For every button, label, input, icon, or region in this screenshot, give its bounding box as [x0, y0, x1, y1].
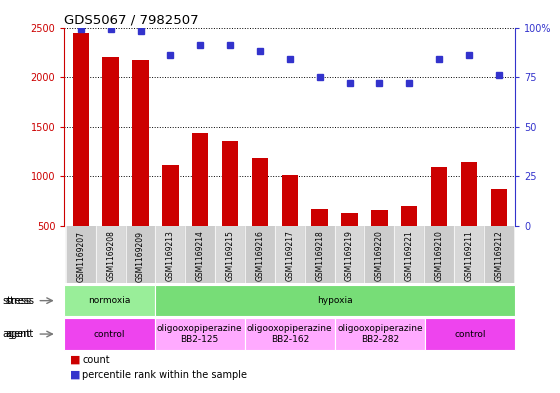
Bar — [334, 226, 365, 283]
Text: ■: ■ — [70, 369, 81, 380]
Text: GSM1169221: GSM1169221 — [405, 231, 414, 281]
Text: GSM1169214: GSM1169214 — [196, 231, 205, 281]
Text: GSM1169220: GSM1169220 — [375, 231, 384, 281]
Bar — [96, 226, 125, 283]
Bar — [192, 133, 208, 275]
Bar — [162, 165, 179, 275]
Bar — [491, 189, 507, 275]
Bar — [185, 226, 215, 283]
Text: GSM1169208: GSM1169208 — [106, 231, 115, 281]
Bar — [484, 226, 514, 283]
Bar — [252, 158, 268, 275]
Text: GSM1169211: GSM1169211 — [464, 231, 473, 281]
Bar — [341, 213, 358, 275]
Text: GSM1169207: GSM1169207 — [76, 231, 85, 281]
Bar — [431, 167, 447, 275]
Bar — [66, 226, 96, 283]
Text: agent: agent — [5, 329, 34, 339]
Bar — [305, 226, 334, 283]
Bar — [461, 162, 477, 275]
Text: GSM1169217: GSM1169217 — [285, 231, 295, 281]
Text: percentile rank within the sample: percentile rank within the sample — [82, 369, 248, 380]
Text: oligooxopiperazine
BB2-125: oligooxopiperazine BB2-125 — [157, 324, 242, 344]
Bar — [365, 226, 394, 283]
Bar — [371, 210, 388, 275]
Text: normoxia: normoxia — [88, 296, 130, 305]
Bar — [222, 141, 239, 275]
Text: stress: stress — [3, 296, 32, 306]
Text: GSM1169212: GSM1169212 — [494, 231, 503, 281]
Text: GSM1169209: GSM1169209 — [136, 231, 145, 281]
Bar — [454, 226, 484, 283]
Bar — [215, 226, 245, 283]
Text: ■: ■ — [70, 354, 81, 365]
Text: oligooxopiperazine
BB2-162: oligooxopiperazine BB2-162 — [247, 324, 333, 344]
Bar — [311, 209, 328, 275]
Text: agent: agent — [3, 329, 31, 339]
Text: GSM1169219: GSM1169219 — [345, 231, 354, 281]
Text: GSM1169213: GSM1169213 — [166, 231, 175, 281]
Text: GSM1169216: GSM1169216 — [255, 231, 264, 281]
Bar — [245, 226, 275, 283]
Text: GSM1169218: GSM1169218 — [315, 231, 324, 281]
Bar — [156, 226, 185, 283]
Text: oligooxopiperazine
BB2-282: oligooxopiperazine BB2-282 — [337, 324, 423, 344]
Bar — [73, 33, 89, 275]
Bar — [125, 226, 156, 283]
Text: hypoxia: hypoxia — [317, 296, 353, 305]
Text: control: control — [94, 330, 125, 338]
Text: count: count — [82, 354, 110, 365]
Bar — [394, 226, 424, 283]
Bar — [424, 226, 454, 283]
Bar — [102, 57, 119, 275]
Bar — [132, 60, 149, 275]
Text: GDS5067 / 7982507: GDS5067 / 7982507 — [64, 14, 199, 27]
Bar — [275, 226, 305, 283]
Text: GSM1169215: GSM1169215 — [226, 231, 235, 281]
Text: control: control — [454, 330, 486, 338]
Bar — [282, 175, 298, 275]
Text: stress: stress — [5, 296, 34, 306]
Bar — [401, 206, 417, 275]
Text: GSM1169210: GSM1169210 — [435, 231, 444, 281]
